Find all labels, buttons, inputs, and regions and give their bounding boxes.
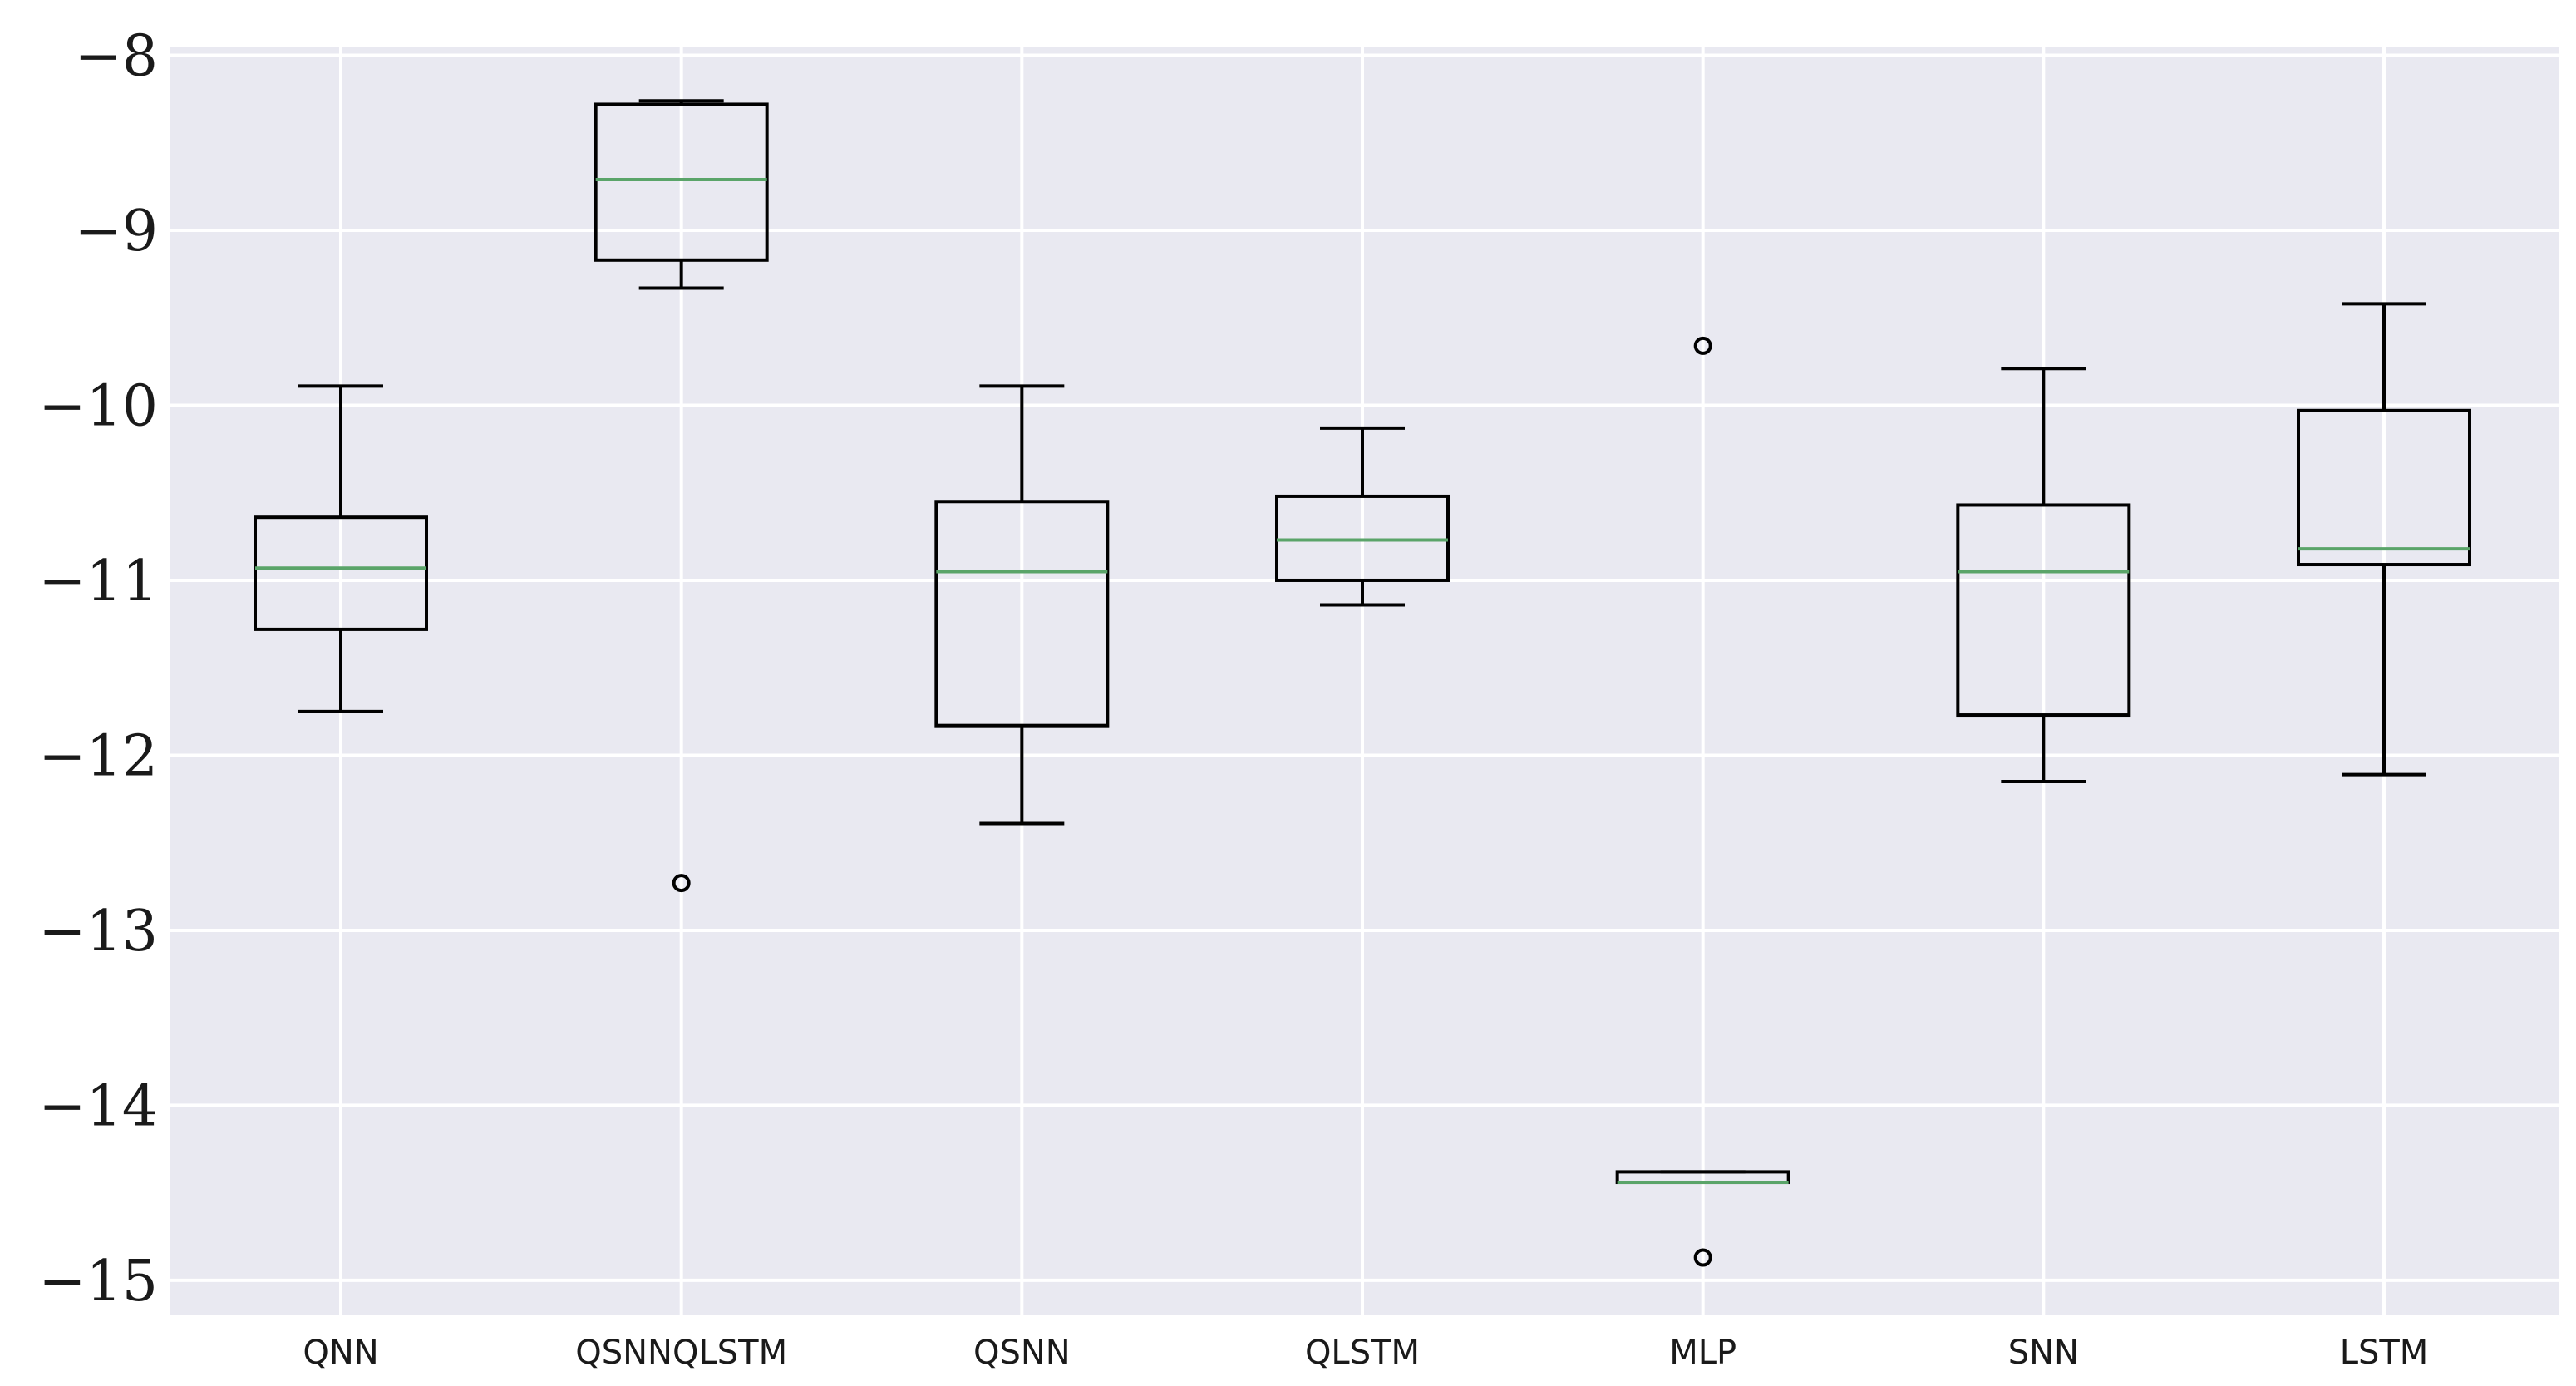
y-tick-label: −8: [75, 24, 158, 90]
outlier-point: [1693, 336, 1712, 355]
box-qsnnqlstm: [594, 99, 769, 893]
y-tick-label: −12: [38, 723, 158, 789]
box-qlstm: [1275, 426, 1450, 607]
outlier-point: [672, 874, 691, 893]
x-tick-label: QSNN: [973, 1334, 1071, 1372]
x-tick-label: QNN: [303, 1334, 378, 1372]
iqr-box: [934, 500, 1110, 728]
iqr-box: [1956, 503, 2131, 718]
x-tick-label: SNN: [2008, 1334, 2079, 1372]
y-tick-label: −15: [38, 1249, 158, 1314]
x-tick-label: QSNNQLSTM: [575, 1334, 787, 1372]
box-qsnn: [934, 384, 1110, 826]
box-mlp: [1615, 336, 1790, 1267]
y-tick-label: −9: [75, 199, 158, 264]
y-tick-label: −11: [38, 549, 158, 614]
y-axis-tick-labels: −8 −9 −10 −11 −12 −13 −14 −15: [38, 24, 158, 1314]
box-qnn: [254, 384, 428, 713]
x-tick-label: LSTM: [2340, 1334, 2429, 1372]
iqr-box: [1275, 494, 1450, 582]
iqr-box: [2297, 408, 2471, 567]
y-tick-label: −14: [38, 1073, 158, 1139]
iqr-box: [594, 102, 769, 262]
box-lstm: [2297, 302, 2471, 777]
x-axis-tick-labels: QNN QSNNQLSTM QSNN QLSTM MLP SNN LSTM: [303, 1334, 2428, 1372]
x-tick-label: MLP: [1669, 1334, 1736, 1372]
x-tick-label: QLSTM: [1305, 1334, 1420, 1372]
y-tick-label: −13: [38, 899, 158, 964]
boxes: [254, 99, 2471, 1267]
y-tick-label: −10: [38, 373, 158, 439]
box-snn: [1956, 367, 2131, 784]
iqr-box: [254, 515, 428, 631]
outlier-point: [1693, 1248, 1712, 1267]
